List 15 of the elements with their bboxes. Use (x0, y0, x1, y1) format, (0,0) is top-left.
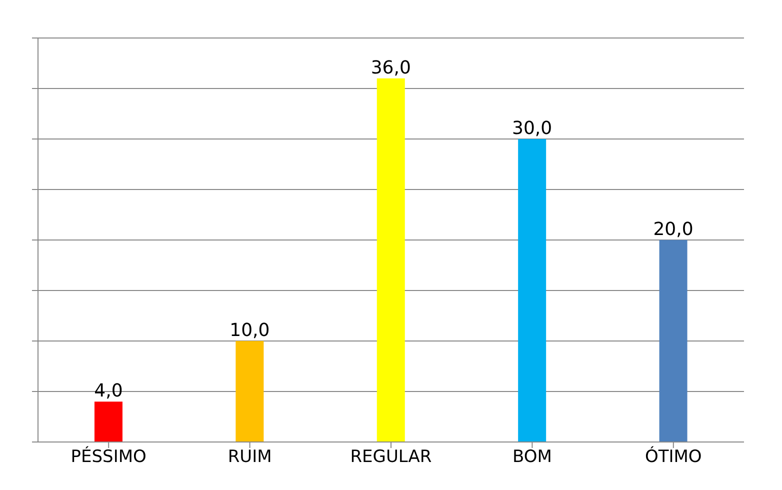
x-tick-label: RUIM (228, 447, 272, 468)
data-label: 30,0 (512, 118, 552, 139)
x-tick-label: REGULAR (350, 447, 432, 468)
x-tick-label: ÓTIMO (644, 446, 702, 468)
bar (659, 240, 688, 442)
data-label: 36,0 (370, 57, 411, 78)
bar (94, 402, 122, 442)
bar (236, 341, 264, 442)
data-label: 4,0 (94, 380, 123, 402)
data-label: 10,0 (230, 320, 270, 341)
x-tick-label: BOM (512, 447, 552, 468)
bar (518, 139, 546, 442)
x-tick-label: PÉSSIMO (70, 446, 146, 468)
bar (376, 78, 405, 442)
data-label: 20,0 (653, 219, 694, 240)
